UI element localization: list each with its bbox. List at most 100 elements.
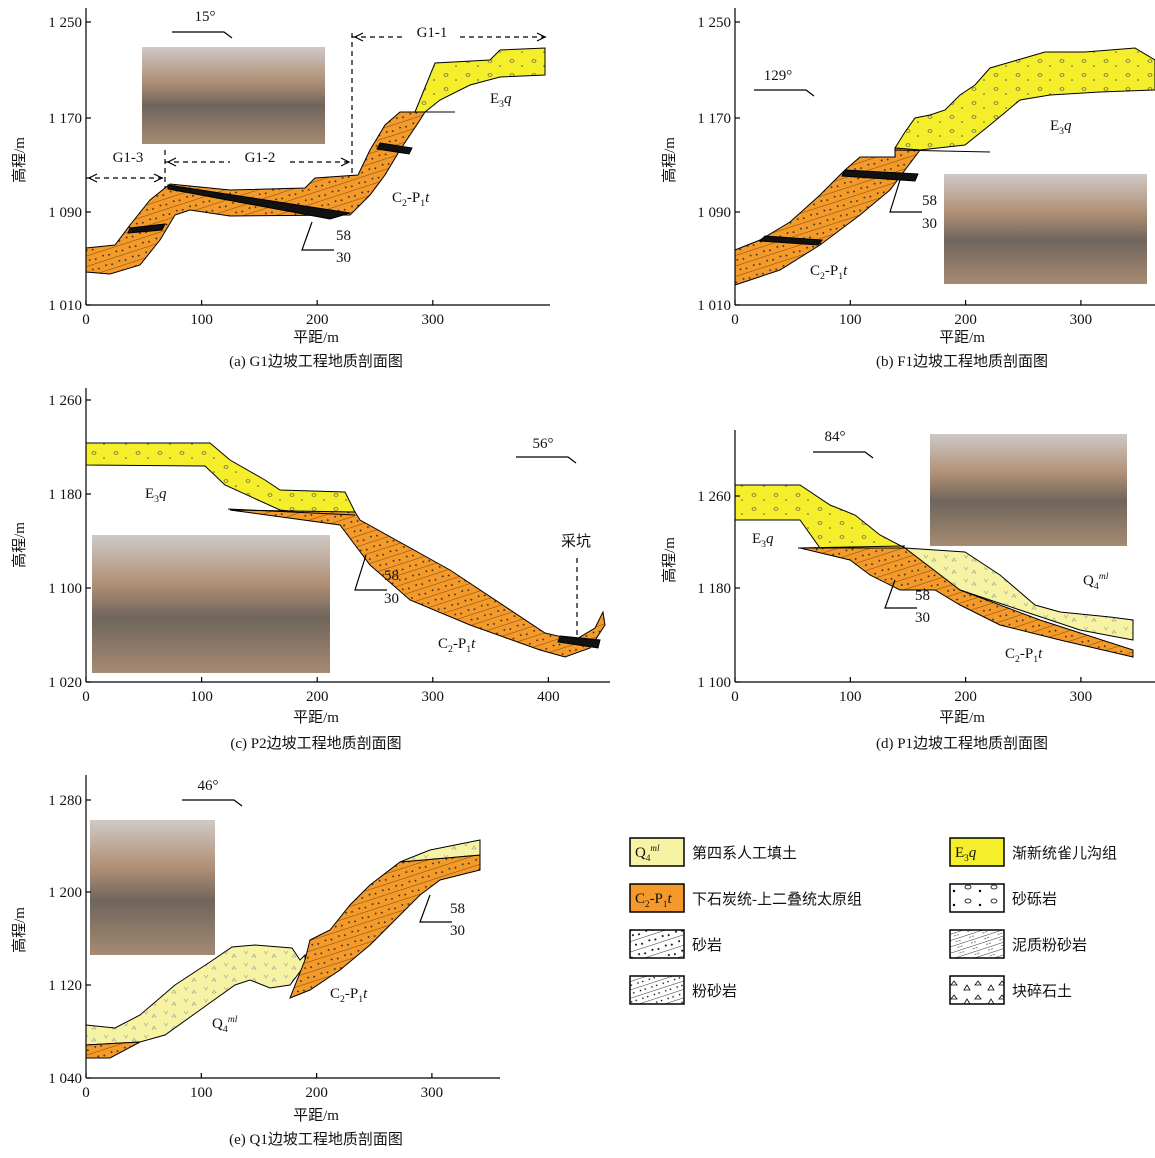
formation-part: q xyxy=(766,531,774,547)
formation-part: t xyxy=(425,190,430,206)
stratum xyxy=(85,944,306,1046)
formation-part: 4 xyxy=(223,1024,228,1035)
formation-label: E3q xyxy=(955,845,977,863)
legend-swatch xyxy=(629,929,685,959)
arrow-head xyxy=(87,173,98,183)
formation-part: 3 xyxy=(1059,126,1064,137)
direction-arrow xyxy=(813,451,874,459)
dip-symbol xyxy=(419,894,452,923)
site-photo xyxy=(92,535,330,673)
formation-part: 2 xyxy=(1015,654,1020,665)
dip-direction: 58 xyxy=(450,901,465,917)
y-tick-label: 1 180 xyxy=(697,581,731,597)
stratum xyxy=(85,111,426,275)
stratum xyxy=(414,47,546,113)
formation-label: C2-P1t xyxy=(1005,646,1043,665)
formation-part: -P xyxy=(1020,646,1033,662)
formation-part: -P xyxy=(825,263,838,279)
formation-part: ml xyxy=(1099,571,1109,582)
formation-part: E xyxy=(752,531,761,547)
dip-symbol xyxy=(354,554,387,591)
y-tick-label: 1 250 xyxy=(48,15,82,31)
x-axis-label: 平距/m xyxy=(939,710,985,726)
y-tick-label: 1 280 xyxy=(48,793,82,809)
legend-swatch xyxy=(949,837,1005,867)
dip-symbol xyxy=(884,579,917,609)
formation-part: -P xyxy=(650,891,663,907)
stratum xyxy=(799,547,1134,658)
section-label: G1-1 xyxy=(417,25,448,41)
stratum xyxy=(289,854,481,999)
formation-part: Q xyxy=(635,845,646,861)
y-tick-label: 1 180 xyxy=(48,487,82,503)
dip-direction: 58 xyxy=(384,568,399,584)
arrow-head xyxy=(536,32,547,42)
formation-part: Q xyxy=(212,1016,223,1032)
y-tick-label: 1 010 xyxy=(48,298,82,314)
section-label: G1-3 xyxy=(113,150,144,166)
x-tick-label: 200 xyxy=(954,689,977,705)
y-tick-label: 1 200 xyxy=(48,885,82,901)
direction-arrow xyxy=(182,799,243,807)
formation-part: -P xyxy=(407,190,420,206)
formation-part: 4 xyxy=(646,853,651,863)
y-tick-label: 1 120 xyxy=(48,978,82,994)
y-tick-label: 1 010 xyxy=(697,298,731,314)
stratum xyxy=(758,235,823,246)
formation-part: C xyxy=(635,891,645,907)
y-tick-label: 1 100 xyxy=(697,675,731,691)
formation-part: q xyxy=(1064,118,1072,134)
x-axis-label: 平距/m xyxy=(293,710,339,726)
legend-swatch xyxy=(949,929,1005,959)
formation-part: 2 xyxy=(402,198,407,209)
x-tick-label: 100 xyxy=(190,1085,213,1101)
formation-part: E xyxy=(490,91,499,107)
legend-swatch xyxy=(629,883,685,913)
formation-part: t xyxy=(843,263,848,279)
site-photo xyxy=(90,820,215,955)
dip-angle: 30 xyxy=(384,591,399,607)
formation-label: C2-P1t xyxy=(330,986,368,1005)
legend-swatch xyxy=(629,975,685,1005)
formation-part: E xyxy=(145,486,154,502)
x-tick-label: 0 xyxy=(731,312,739,328)
site-photo xyxy=(944,174,1147,284)
formation-part: 3 xyxy=(154,494,159,505)
x-tick-label: 200 xyxy=(305,1085,328,1101)
formation-part: t xyxy=(667,891,672,907)
formation-label: C2-P1t xyxy=(810,263,848,282)
stratum xyxy=(894,149,991,153)
formation-part: q xyxy=(969,845,977,861)
y-tick-label: 1 040 xyxy=(48,1071,82,1087)
legend-swatch xyxy=(949,883,1005,913)
arrow-head xyxy=(166,157,177,167)
x-tick-label: 300 xyxy=(421,1085,444,1101)
stratum xyxy=(557,635,601,649)
x-tick-label: 300 xyxy=(422,312,445,328)
legend-text: 砂岩 xyxy=(692,937,722,954)
y-tick-label: 1 260 xyxy=(48,393,82,409)
formation-part: C xyxy=(810,263,820,279)
stratum xyxy=(841,169,919,182)
formation-part: E xyxy=(1050,118,1059,134)
stratum xyxy=(399,839,481,863)
formation-part: C xyxy=(1005,646,1015,662)
formation-label: Q4ml xyxy=(212,1014,238,1035)
dip-angle: 30 xyxy=(922,216,937,232)
direction-label: 129° xyxy=(764,68,793,84)
caption: (e) Q1边坡工程地质剖面图 xyxy=(229,1131,403,1148)
formation-part: t xyxy=(1038,646,1043,662)
stratum xyxy=(376,142,413,155)
legend-swatch xyxy=(629,837,685,867)
y-tick-label: 1 100 xyxy=(48,581,82,597)
legend-text: 粉砂岩 xyxy=(692,983,737,1000)
formation-part: 1 xyxy=(838,271,843,282)
formation-label: E3q xyxy=(145,486,167,505)
x-tick-label: 0 xyxy=(82,689,90,705)
arrow-head xyxy=(340,157,351,167)
legend-text: 第四系人工填土 xyxy=(692,844,797,862)
formation-part: t xyxy=(471,636,476,652)
x-axis-label: 平距/m xyxy=(939,330,985,346)
formation-part: 4 xyxy=(1094,581,1099,592)
stratum xyxy=(85,442,356,516)
